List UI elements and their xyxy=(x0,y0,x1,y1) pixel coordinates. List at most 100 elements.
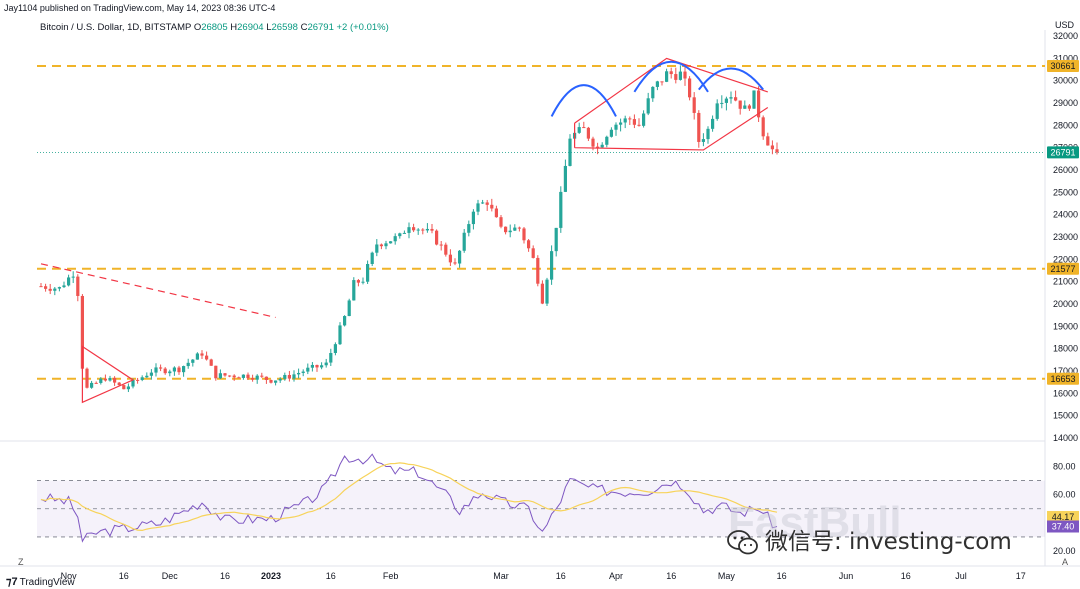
candle-body xyxy=(223,373,227,376)
candle-body xyxy=(159,367,163,369)
candle-body xyxy=(324,362,328,366)
candle-body xyxy=(398,233,402,237)
symbol-name: Bitcoin / U.S. Dollar, 1D, BITSTAMP xyxy=(40,22,192,33)
candle-body xyxy=(57,287,61,289)
candle-body xyxy=(356,280,360,283)
candle-body xyxy=(508,230,512,233)
candle-body xyxy=(329,352,333,363)
price-badge-text: 16653 xyxy=(1050,374,1075,384)
candle-body xyxy=(306,367,310,372)
candle-body xyxy=(384,243,388,247)
price-tick-label: 24000 xyxy=(1053,210,1078,220)
candle-body xyxy=(568,138,572,166)
zoom-corner[interactable]: Z xyxy=(18,557,24,567)
candle-body xyxy=(402,232,406,234)
price-tick-label: 32000 xyxy=(1053,31,1078,41)
candle-body xyxy=(177,367,181,373)
candle-body xyxy=(609,129,613,137)
price-tick-label: 20000 xyxy=(1053,299,1078,309)
low-value: 26598 xyxy=(271,22,298,33)
level-price-badge: 30661 xyxy=(1047,59,1079,72)
candle-body xyxy=(85,368,89,388)
candle-body xyxy=(605,136,609,145)
candle-body xyxy=(577,127,581,133)
candle-body xyxy=(522,228,526,241)
price-tick-label: 15000 xyxy=(1053,411,1078,421)
candle-body xyxy=(582,127,586,129)
candle-body xyxy=(407,227,411,233)
candle-body xyxy=(232,375,236,378)
candle-body xyxy=(701,139,705,142)
candle-body xyxy=(462,232,466,251)
candle-body xyxy=(692,97,696,113)
candle-body xyxy=(90,382,94,388)
publisher-line: Jay1104 published on TradingView.com, Ma… xyxy=(4,3,276,13)
time-tick-label: 2023 xyxy=(261,571,281,581)
candle-body xyxy=(481,202,485,204)
downtrend-line xyxy=(40,263,276,319)
left-shoulder-arc xyxy=(550,84,617,117)
candle-body xyxy=(499,217,503,227)
candle-body xyxy=(646,98,650,114)
symbol-legend: Bitcoin / U.S. Dollar, 1D, BITSTAMP O268… xyxy=(40,22,389,33)
time-tick-label: May xyxy=(718,571,736,581)
price-tick-label: 17000 xyxy=(1053,366,1078,376)
candle-body xyxy=(435,230,439,245)
candle-body xyxy=(471,211,475,225)
rsi-value-badge: 37.40 xyxy=(1047,520,1079,533)
candle-body xyxy=(655,81,659,87)
candle-body xyxy=(757,90,761,118)
price-tick-label: 31000 xyxy=(1053,53,1078,63)
candle-body xyxy=(531,248,535,258)
currency-label[interactable]: USD xyxy=(1055,20,1075,30)
price-badge-text: 30661 xyxy=(1050,61,1075,71)
candle-body xyxy=(71,276,75,278)
price-tick-label: 21000 xyxy=(1053,277,1078,287)
candle-body xyxy=(623,118,627,123)
candle-body xyxy=(375,244,379,253)
candle-body xyxy=(430,228,434,231)
candles xyxy=(39,65,779,393)
rsi-badge-text: 44.17 xyxy=(1052,512,1075,522)
candle-body xyxy=(665,71,669,82)
candle-body xyxy=(352,280,356,301)
candle-body xyxy=(642,113,646,126)
candle-body xyxy=(260,375,264,377)
time-tick-label: 16 xyxy=(220,571,230,581)
candle-body xyxy=(200,353,204,356)
candle-body xyxy=(416,229,420,231)
candle-body xyxy=(711,118,715,129)
candle-body xyxy=(53,288,57,291)
candle-body xyxy=(586,127,590,139)
rsi-badge-text: 37.40 xyxy=(1052,521,1075,531)
rsi-badge-bg xyxy=(1047,520,1079,533)
low-label: L xyxy=(266,22,272,33)
candle-body xyxy=(191,359,195,363)
rsi-tick-label: 60.00 xyxy=(1053,490,1076,500)
time-tick-label: Feb xyxy=(383,571,399,581)
candle-body xyxy=(600,144,604,148)
watermark-brand: FastBull xyxy=(728,498,902,547)
candle-body xyxy=(729,97,733,99)
candle-body xyxy=(264,376,268,380)
candle-body xyxy=(425,228,429,231)
candle-body xyxy=(251,378,255,380)
candle-body xyxy=(752,90,756,109)
candle-body xyxy=(651,86,655,99)
candle-body xyxy=(333,344,337,353)
candle-body xyxy=(209,359,213,366)
candle-body xyxy=(301,371,305,373)
rsi-tick-label: 20.00 xyxy=(1053,546,1076,556)
candle-body xyxy=(554,227,558,252)
time-tick-label: 16 xyxy=(326,571,336,581)
candle-body xyxy=(674,74,678,80)
auto-scale-corner[interactable]: A xyxy=(1062,557,1069,567)
close-value: 26791 xyxy=(307,22,334,33)
time-tick-label: 16 xyxy=(556,571,566,581)
candle-body xyxy=(117,382,121,386)
open-value: 26805 xyxy=(201,22,228,33)
time-tick-label: Apr xyxy=(609,571,623,581)
high-label: H xyxy=(230,22,238,33)
candle-body xyxy=(140,377,144,380)
